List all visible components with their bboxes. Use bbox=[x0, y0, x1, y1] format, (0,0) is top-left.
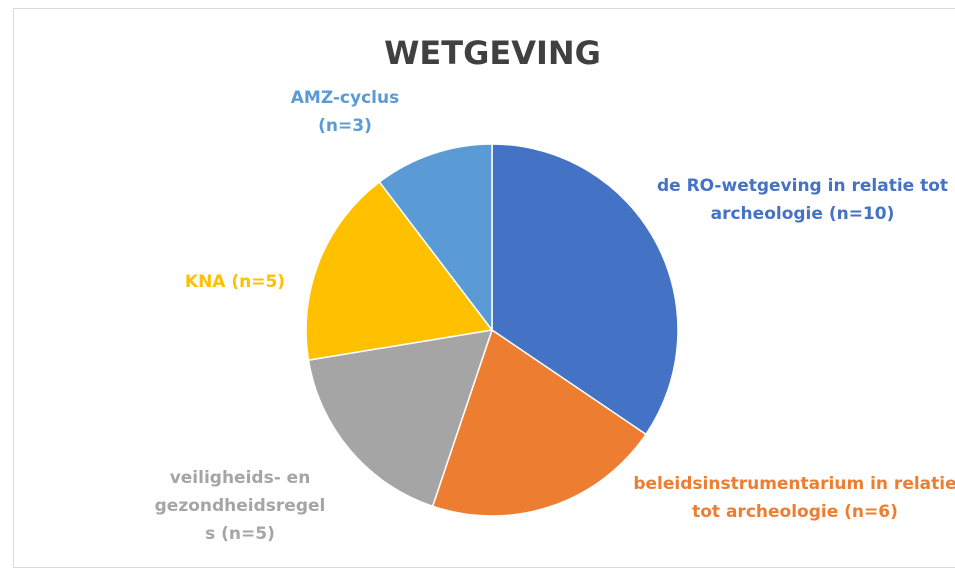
pie-slice bbox=[431, 328, 647, 517]
pie-slice bbox=[491, 143, 679, 436]
slice-label: KNA (n=5) bbox=[184, 272, 286, 292]
chart-title: WETGEVING bbox=[384, 34, 601, 72]
slice-label: veiligheids- en gezondheidsregels (n=5) bbox=[154, 468, 326, 544]
slice-label: beleidsinstrumentarium in relatie tot ar… bbox=[633, 474, 955, 522]
pie-slice bbox=[307, 329, 494, 508]
slice-label: AMZ-cyclus (n=3) bbox=[290, 88, 400, 136]
pie-slice bbox=[378, 143, 493, 333]
slice-label: de RO-wetgeving in relatie tot archeolog… bbox=[656, 176, 949, 224]
chart-frame bbox=[13, 8, 955, 568]
pie-slice bbox=[305, 180, 494, 361]
